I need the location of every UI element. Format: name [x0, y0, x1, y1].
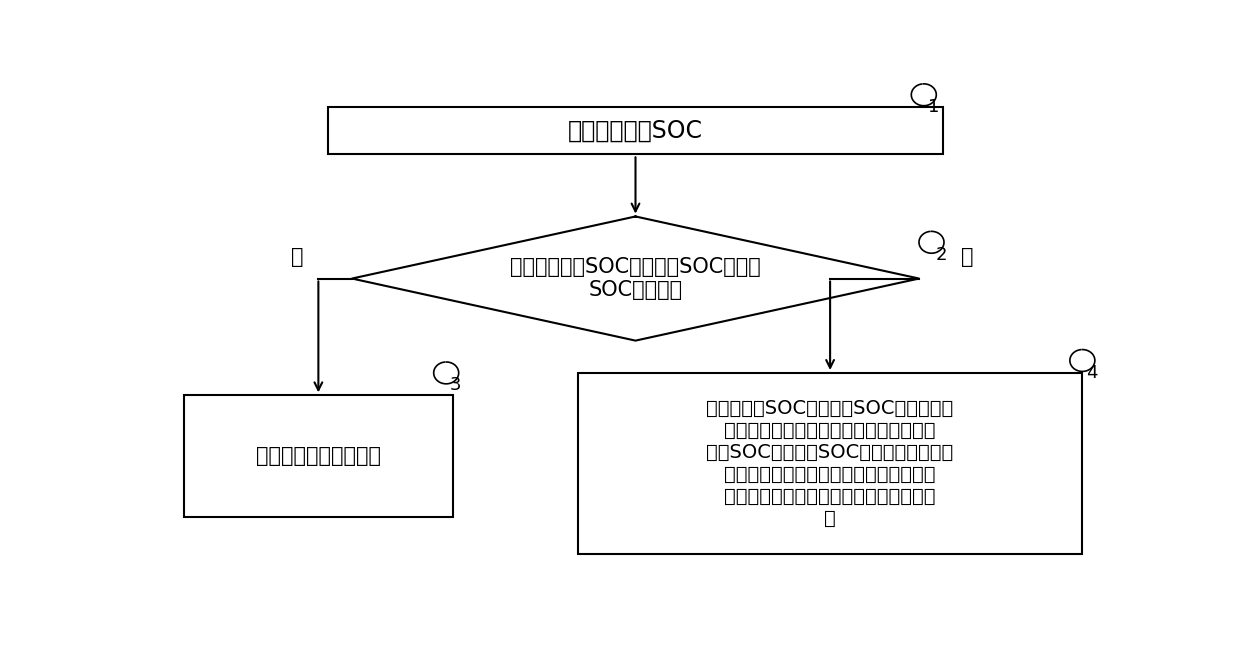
Bar — [578, 373, 1083, 554]
Text: 保持液流电池电压不变: 保持液流电池电压不变 — [255, 446, 381, 466]
Text: 4: 4 — [1086, 364, 1097, 382]
Text: 2: 2 — [935, 246, 946, 264]
Text: 否: 否 — [961, 247, 973, 267]
Text: 1: 1 — [928, 98, 939, 116]
Bar — [184, 395, 453, 517]
Bar — [327, 107, 944, 154]
Text: 检测液流电池SOC: 检测液流电池SOC — [568, 119, 703, 143]
Text: 当液流电池SOC大于等于SOC上限，调整
液流电池电压低于第一预设电压，当液流
电池SOC小于等于SOC下限，调整液流电
池电压处于第一预设电压和第二预设电压
: 当液流电池SOC大于等于SOC上限，调整 液流电池电压低于第一预设电压，当液流 … — [707, 399, 954, 528]
Text: 3: 3 — [450, 376, 461, 394]
Text: 判断液流电池SOC是否置于SOC下限和
SOC上限之间: 判断液流电池SOC是否置于SOC下限和 SOC上限之间 — [510, 257, 761, 300]
Text: 是: 是 — [291, 247, 304, 267]
